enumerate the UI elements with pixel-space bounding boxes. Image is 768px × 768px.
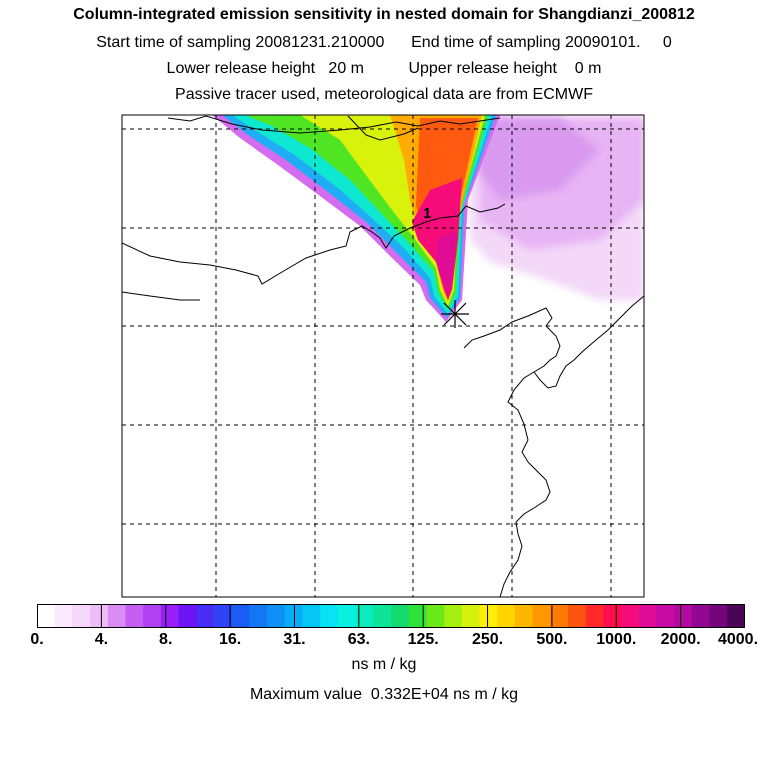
colorbar-swatch <box>143 604 162 628</box>
colorbar-swatch <box>267 604 286 628</box>
colorbar-swatch <box>585 604 604 628</box>
colorbar-tick-label: 125. <box>407 631 439 648</box>
plume-layer <box>212 115 644 322</box>
tracer-info-line: Passive tracer used, meteorological data… <box>175 86 593 103</box>
colorbar-tick-label: 1000. <box>596 631 637 648</box>
colorbar-swatch <box>90 604 109 628</box>
colorbar-swatch <box>355 604 374 628</box>
colorbar-swatch <box>249 604 268 628</box>
colorbar-tick-label: 500. <box>536 631 568 648</box>
colorbar-swatch <box>444 604 463 628</box>
max-location-label: 1 <box>423 205 431 222</box>
colorbar-swatch <box>373 604 392 628</box>
sampling-time-line: Start time of sampling 20081231.210000 E… <box>96 34 672 51</box>
coastline-bohai <box>122 203 506 285</box>
colorbar-tick-label: 4. <box>94 631 109 648</box>
colorbar-swatch <box>709 604 728 628</box>
colorbar-tick-label: 8. <box>159 631 173 648</box>
colorbar-swatch <box>37 604 56 628</box>
colorbar-swatch <box>550 604 569 628</box>
colorbar-swatch <box>497 604 516 628</box>
coastline-east <box>463 307 561 597</box>
colorbar-swatch <box>532 604 551 628</box>
colorbar-swatch <box>178 604 197 628</box>
colorbar-tick-label: 4000. <box>717 631 759 648</box>
colorbar-swatch <box>337 604 356 628</box>
colorbar-swatch <box>107 604 126 628</box>
plume-haze-deep <box>478 118 600 200</box>
colorbar-swatch <box>568 604 587 628</box>
colorbar-tick-label: 0. <box>30 631 44 648</box>
colorbar-swatch <box>125 604 144 628</box>
colorbar-tick-label: 63. <box>347 631 370 648</box>
colorbar-swatch <box>691 604 710 628</box>
colorbar-swatch <box>656 604 675 628</box>
colorbar-swatch <box>727 604 745 628</box>
release-height-line: Lower release height 20 m Upper release … <box>166 60 602 77</box>
maximum-value-text: Maximum value 0.332E+04 ns m / kg <box>249 686 519 703</box>
colorbar-tick-label: 2000. <box>660 631 701 648</box>
colorbar-tick-label: 16. <box>218 631 242 648</box>
colorbar-frame <box>37 604 745 628</box>
map-frame <box>121 114 645 598</box>
colorbar-swatch <box>302 604 321 628</box>
border-line-north <box>167 115 501 134</box>
plume-core-dark <box>436 232 456 296</box>
colorbar-swatch <box>638 604 657 628</box>
colorbar-swatch <box>214 604 233 628</box>
coastline-south <box>122 291 200 301</box>
colorbar <box>37 604 745 628</box>
colorbar-swatch <box>674 604 693 628</box>
colorbar-swatch <box>196 604 215 628</box>
colorbar-swatch <box>514 604 533 628</box>
colorbar-swatch <box>408 604 427 628</box>
colorbar-tick-label: 250. <box>471 631 504 648</box>
colorbar-swatch <box>284 604 303 628</box>
coastline-peninsula <box>533 295 644 389</box>
colorbar-swatch <box>160 604 179 628</box>
plot-title: Column-integrated emission sensitivity i… <box>73 6 695 23</box>
colorbar-units: ns m / kg <box>351 656 417 673</box>
colorbar-tick-label: 31. <box>283 631 306 648</box>
colorbar-swatch <box>231 604 250 628</box>
colorbar-swatch <box>391 604 410 628</box>
colorbar-swatch <box>603 604 622 628</box>
colorbar-swatch <box>72 604 91 628</box>
colorbar-swatch <box>426 604 445 628</box>
colorbar-swatch <box>461 604 480 628</box>
colorbar-swatch <box>621 604 640 628</box>
receptor-star-marker <box>441 300 469 328</box>
lat-lon-grid <box>122 115 644 597</box>
border-line-east <box>347 115 419 141</box>
colorbar-swatch <box>479 604 498 628</box>
colorbar-swatch <box>54 604 73 628</box>
coastlines <box>122 115 644 597</box>
colorbar-swatch <box>320 604 339 628</box>
